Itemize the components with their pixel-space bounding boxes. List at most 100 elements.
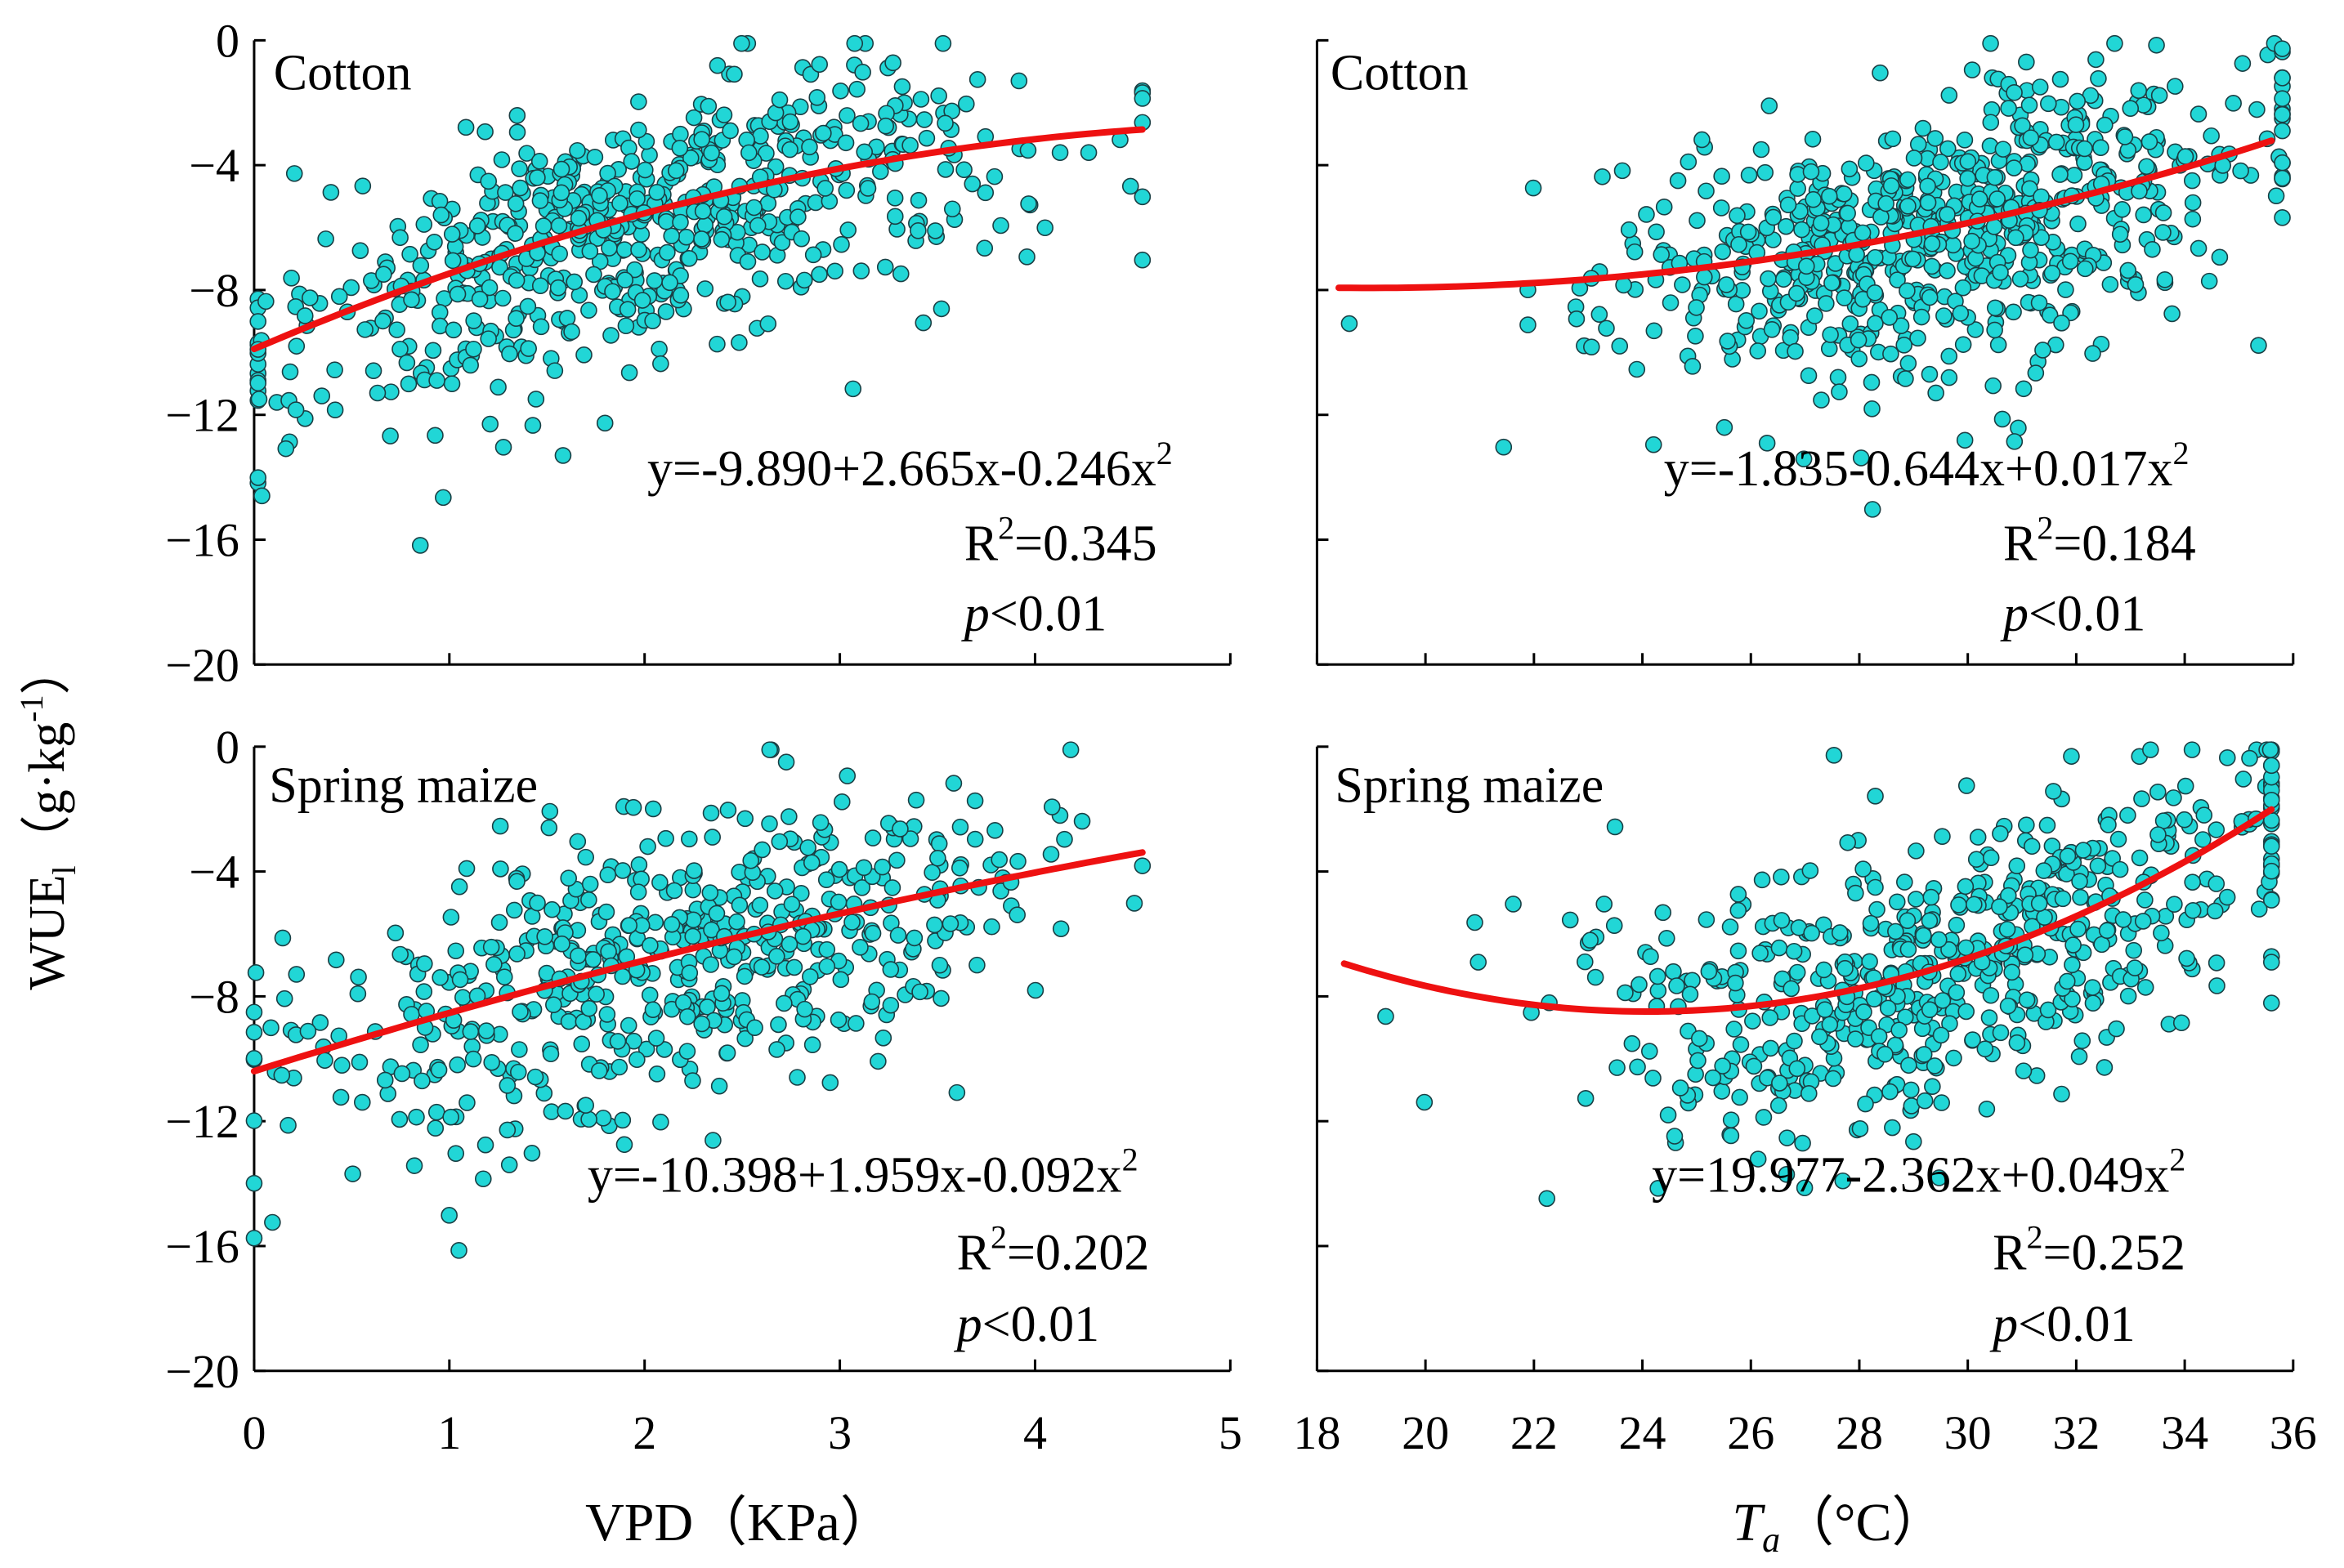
scatter-point bbox=[2003, 963, 2020, 981]
scatter-point bbox=[398, 354, 416, 372]
scatter-point bbox=[826, 262, 843, 280]
scatter-point bbox=[1847, 884, 1864, 902]
scatter-point bbox=[852, 114, 870, 132]
scatter-point bbox=[1729, 942, 1747, 960]
scatter-point bbox=[1839, 833, 1857, 851]
scatter-point bbox=[2274, 154, 2291, 172]
scatter-point bbox=[2084, 994, 2102, 1012]
panel-title: Spring maize bbox=[1335, 757, 1604, 813]
scatter-point bbox=[686, 862, 703, 879]
scatter-points bbox=[245, 741, 1152, 1259]
x-tick-label: 5 bbox=[1219, 1406, 1242, 1459]
scatter-point bbox=[1377, 1007, 1394, 1025]
scatter-point bbox=[2274, 169, 2291, 187]
scatter-point bbox=[594, 1110, 612, 1127]
scatter-point bbox=[2262, 891, 2280, 909]
scatter-point bbox=[342, 279, 360, 297]
scatter-point bbox=[875, 1029, 892, 1047]
scatter-point bbox=[719, 802, 737, 819]
scatter-point bbox=[349, 985, 367, 1003]
scatter-point bbox=[353, 1093, 371, 1111]
scatter-point bbox=[803, 1036, 821, 1053]
scatter-point bbox=[2008, 1034, 2026, 1052]
scatter-point bbox=[672, 125, 689, 143]
scatter-point bbox=[2014, 117, 2031, 135]
p-value: p<0.01 bbox=[1989, 1297, 2135, 1352]
scatter-point bbox=[1631, 976, 1648, 994]
scatter-point bbox=[604, 283, 621, 301]
fit-equation: y=19.977-2.362x+0.049x2 bbox=[1652, 1141, 2185, 1203]
scatter-point bbox=[1671, 1079, 1689, 1097]
scatter-point bbox=[725, 948, 743, 966]
scatter-point bbox=[1062, 741, 1080, 758]
scatter-point bbox=[628, 190, 646, 208]
scatter-point bbox=[523, 1145, 541, 1162]
scatter-point bbox=[2101, 275, 2119, 293]
scatter-point bbox=[733, 34, 750, 52]
scatter-point bbox=[2096, 116, 2114, 134]
scatter-point bbox=[2087, 51, 2105, 69]
scatter-point bbox=[1879, 999, 1897, 1017]
scatter-point bbox=[554, 447, 572, 464]
scatter-point bbox=[412, 257, 430, 275]
scatter-point bbox=[2153, 924, 2170, 942]
scatter-point bbox=[1882, 177, 1900, 194]
scatter-point bbox=[1909, 136, 1927, 153]
scatter-point bbox=[570, 947, 587, 965]
scatter-point bbox=[700, 97, 718, 115]
scatter-point bbox=[1948, 984, 1966, 1001]
scatter-point bbox=[508, 123, 526, 141]
scatter-point bbox=[651, 340, 668, 358]
scatter-point bbox=[931, 956, 949, 974]
scatter-point bbox=[529, 894, 546, 912]
scatter-point bbox=[569, 141, 586, 159]
scatter-point bbox=[2250, 337, 2267, 354]
scatter-point bbox=[1915, 927, 1932, 945]
scatter-point bbox=[731, 896, 749, 914]
scatter-point bbox=[1986, 321, 2003, 339]
scatter-point bbox=[1982, 986, 2000, 1004]
x-tick-label: 3 bbox=[828, 1406, 852, 1459]
scatter-point bbox=[657, 212, 675, 230]
scatter-point bbox=[872, 163, 889, 181]
scatter-point bbox=[1930, 931, 1948, 949]
scatter-point bbox=[2184, 902, 2202, 919]
scatter-point bbox=[1892, 317, 1910, 335]
scatter-point bbox=[1999, 887, 2017, 905]
scatter-point bbox=[2167, 78, 2184, 95]
scatter-point bbox=[1945, 1049, 1962, 1067]
scatter-point bbox=[655, 1041, 673, 1058]
scatter-point bbox=[1831, 924, 1849, 941]
scatter-point bbox=[508, 107, 526, 124]
scatter-point bbox=[2064, 936, 2082, 954]
scatter-point bbox=[2000, 100, 2017, 117]
scatter-point bbox=[1644, 1070, 1662, 1087]
scatter-point bbox=[930, 835, 948, 852]
scatter-point bbox=[614, 1111, 632, 1129]
scatter-point bbox=[793, 885, 810, 902]
scatter-point bbox=[1821, 1016, 1839, 1034]
scatter-point bbox=[379, 1085, 397, 1102]
scatter-point bbox=[1992, 825, 2009, 842]
scatter-point bbox=[754, 841, 771, 859]
scatter-point bbox=[1134, 188, 1152, 206]
scatter-point bbox=[2176, 148, 2194, 165]
scatter-point bbox=[1834, 1172, 1852, 1190]
scatter-point bbox=[1056, 830, 1073, 848]
scatter-point bbox=[1568, 310, 1586, 328]
scatter-point bbox=[1905, 150, 1923, 167]
scatter-point bbox=[1009, 906, 1027, 923]
scatter-point bbox=[1851, 1120, 1869, 1137]
scatter-point bbox=[2072, 888, 2089, 906]
scatter-point bbox=[1765, 208, 1783, 226]
scatter-point bbox=[889, 927, 907, 944]
scatter-point bbox=[1756, 163, 1774, 181]
scatter-point bbox=[599, 164, 616, 182]
scatter-point bbox=[1905, 1132, 1922, 1150]
scatter-point bbox=[1935, 307, 1953, 324]
scatter-point bbox=[751, 896, 769, 914]
scatter-point bbox=[1722, 1127, 1740, 1145]
scatter-point bbox=[602, 327, 620, 344]
scatter-point bbox=[1628, 360, 1646, 378]
scatter-point bbox=[1882, 345, 1899, 363]
